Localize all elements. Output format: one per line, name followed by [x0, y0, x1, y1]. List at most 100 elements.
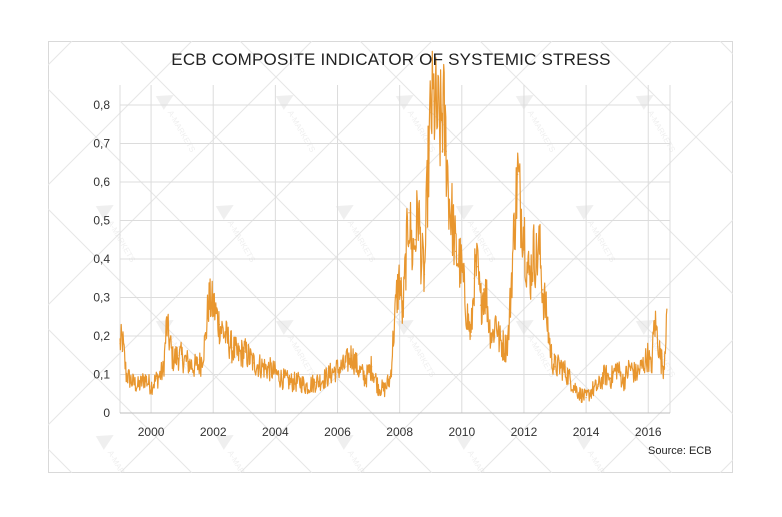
data-point — [535, 258, 537, 260]
data-point — [430, 112, 432, 114]
watermark-line — [600, 41, 782, 473]
watermark-a-icon — [96, 428, 118, 450]
data-point — [526, 266, 528, 268]
watermark-a-icon — [456, 198, 478, 220]
data-point — [253, 362, 255, 364]
data-point — [448, 200, 450, 202]
data-point — [439, 127, 441, 129]
data-point — [529, 277, 531, 279]
data-point — [243, 350, 245, 352]
x-tick-label: 2016 — [635, 425, 662, 439]
data-point — [392, 335, 395, 337]
watermark-a-icon — [396, 88, 418, 110]
watermark-a-icon — [576, 428, 598, 450]
data-point — [262, 366, 264, 368]
data-point — [399, 277, 401, 279]
data-point — [541, 289, 544, 291]
data-point — [299, 381, 301, 383]
data-point — [538, 246, 541, 249]
data-point — [461, 269, 463, 272]
data-point — [193, 366, 196, 368]
data-point — [507, 335, 510, 337]
data-point — [579, 393, 581, 395]
data-point — [237, 354, 239, 356]
watermark-line — [360, 41, 782, 473]
data-point — [371, 366, 373, 368]
data-point — [408, 212, 410, 214]
chart-card — [48, 41, 733, 473]
data-point — [566, 373, 569, 376]
x-tick-label: 2012 — [511, 425, 538, 439]
data-point — [172, 358, 174, 360]
watermark-a-icon — [156, 313, 178, 335]
data-point — [597, 385, 600, 387]
data-point — [517, 173, 519, 175]
data-point — [414, 239, 416, 241]
data-point — [271, 370, 273, 372]
series-points — [119, 100, 668, 399]
data-point — [156, 377, 158, 379]
x-tick-label: 2004 — [262, 425, 289, 439]
data-point — [641, 366, 643, 368]
data-point — [315, 381, 317, 383]
watermark-a-icon — [336, 428, 358, 450]
data-point — [231, 346, 233, 349]
data-point — [504, 346, 506, 349]
data-point — [510, 277, 513, 279]
data-point — [656, 335, 659, 337]
watermark-line — [480, 41, 782, 473]
data-point — [495, 316, 497, 318]
data-point — [200, 362, 202, 364]
data-point — [405, 258, 407, 260]
data-point — [119, 343, 121, 345]
data-point — [162, 370, 165, 372]
data-point — [305, 385, 308, 387]
data-point — [280, 377, 283, 379]
data-point — [212, 304, 214, 306]
data-point — [492, 335, 494, 337]
data-point — [486, 296, 488, 299]
data-point — [635, 373, 637, 376]
source-note: Source: ECB — [648, 445, 712, 457]
watermark-line — [0, 41, 432, 473]
data-point — [451, 219, 454, 222]
data-point — [473, 277, 475, 279]
data-point — [653, 320, 656, 322]
watermark-a-icon — [576, 198, 598, 220]
data-point — [218, 323, 221, 326]
data-point — [389, 377, 391, 379]
data-point — [343, 366, 345, 368]
data-point — [591, 389, 593, 391]
x-tick-label: 2014 — [573, 425, 600, 439]
data-point — [554, 366, 556, 368]
data-point — [383, 389, 385, 391]
data-point — [498, 339, 500, 341]
data-point — [411, 250, 413, 252]
data-point — [514, 219, 516, 222]
y-tick-label: 0 — [103, 406, 110, 420]
data-point — [436, 115, 438, 118]
data-point — [467, 320, 469, 322]
data-point — [482, 289, 485, 291]
data-point — [178, 354, 180, 356]
data-point — [150, 385, 152, 387]
data-point — [187, 362, 189, 364]
data-point — [501, 343, 503, 345]
data-point — [464, 296, 466, 299]
data-point — [663, 366, 665, 368]
data-point — [420, 258, 423, 260]
data-point — [377, 385, 379, 387]
y-tick-label: 0,6 — [93, 175, 110, 189]
data-point — [204, 339, 207, 341]
data-point — [629, 366, 631, 368]
data-point — [417, 208, 419, 210]
series-line-ciss — [119, 50, 668, 403]
data-point — [666, 308, 668, 310]
y-tick-label: 0,5 — [93, 214, 110, 228]
data-point — [650, 370, 652, 372]
data-point — [622, 381, 624, 383]
watermark-a-icon — [396, 313, 418, 335]
x-tick-label: 2006 — [324, 425, 351, 439]
data-point — [290, 381, 292, 383]
